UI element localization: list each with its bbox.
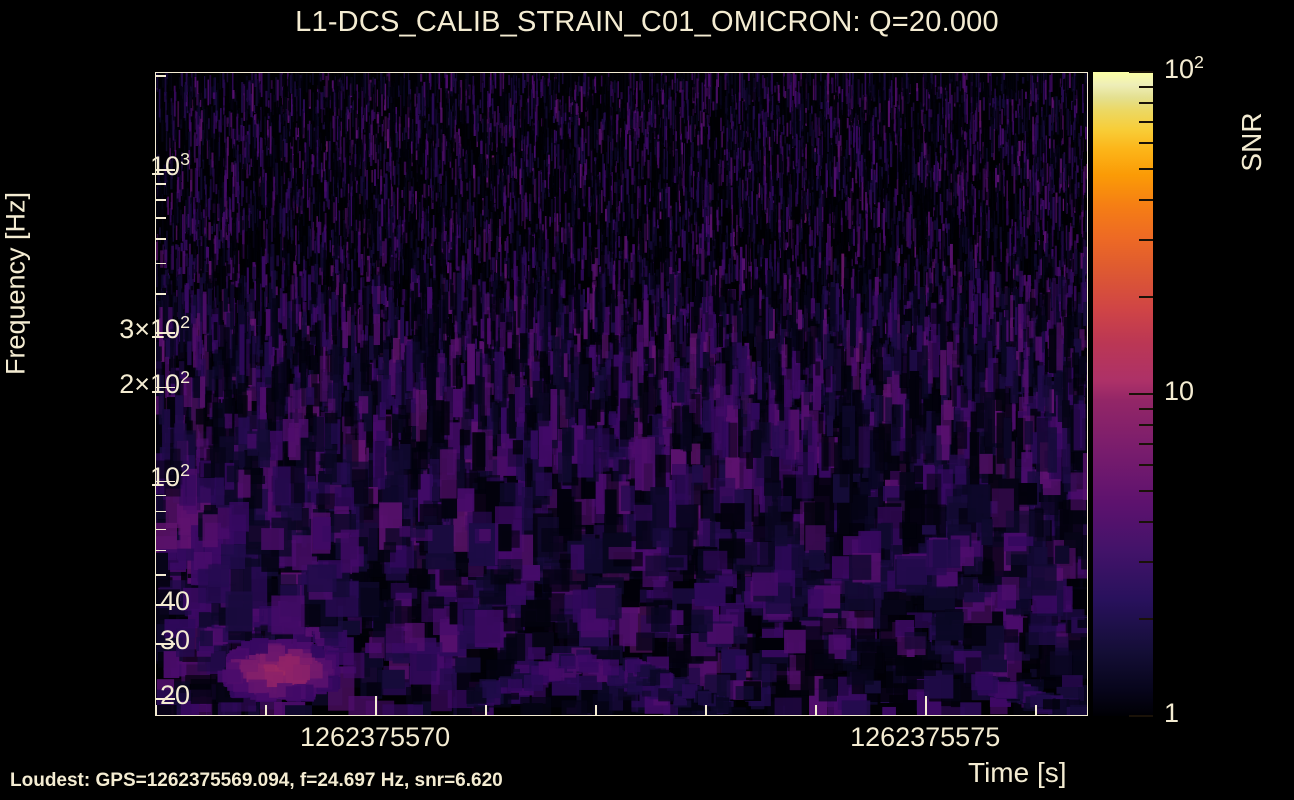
- y-tick-mark: [156, 199, 166, 201]
- y-tick-mark: [156, 183, 166, 185]
- y-tick-label: 103: [150, 148, 190, 181]
- colorbar-tick-mark: [1139, 239, 1153, 242]
- x-tick-mark: [375, 696, 377, 715]
- y-tick-label: 40: [159, 586, 190, 617]
- y-tick-label: 30: [159, 625, 190, 656]
- colorbar-tick-mark: [1129, 393, 1153, 395]
- y-axis-title: Frequency [Hz]: [0, 191, 31, 376]
- x-tick-mark: [265, 705, 267, 715]
- y-tick-label: 102: [150, 460, 190, 493]
- colorbar-tick-mark: [1139, 489, 1153, 492]
- y-tick-mark: [156, 604, 175, 606]
- y-tick-mark: [156, 331, 175, 334]
- x-tick-mark: [156, 705, 157, 715]
- y-tick-mark: [156, 169, 175, 171]
- y-tick-mark: [156, 217, 166, 219]
- x-tick-label: 1262375570: [299, 722, 451, 752]
- y-tick-mark: [156, 75, 166, 77]
- y-tick-label: 2×102: [119, 366, 190, 399]
- colorbar-tick-mark: [1139, 561, 1153, 564]
- colorbar-tick-mark: [1139, 618, 1153, 621]
- colorbar-tick-mark: [1139, 85, 1153, 88]
- colorbar-tick-mark: [1139, 102, 1153, 105]
- x-axis-title: Time [s]: [968, 757, 1067, 788]
- colorbar-tick-mark: [1139, 442, 1153, 445]
- colorbar-tick-mark: [1139, 199, 1153, 202]
- y-tick-mark: [156, 549, 166, 552]
- spectrogram-image: [156, 73, 1087, 715]
- y-tick-mark: [156, 238, 166, 240]
- x-tick-label: 1262375575: [850, 722, 1001, 752]
- colorbar-tick-mark: [1139, 120, 1153, 123]
- plot-area[interactable]: [155, 72, 1088, 716]
- x-tick-mark: [1035, 705, 1037, 715]
- y-tick-mark: [156, 494, 166, 497]
- y-tick-mark: [156, 480, 175, 483]
- colorbar-tick-mark: [1139, 167, 1153, 170]
- page-title: L1-DCS_CALIB_STRAIN_C01_OMICRON: Q=20.00…: [295, 6, 999, 38]
- y-tick-mark: [156, 293, 166, 295]
- colorbar-tick-mark: [1129, 71, 1153, 73]
- loudest-event-caption: Loudest: GPS=1262375569.094, f=24.697 Hz…: [10, 770, 503, 791]
- colorbar-tick-mark: [1139, 424, 1153, 427]
- colorbar-tick-label: 1: [1164, 698, 1180, 728]
- x-tick-mark: [485, 705, 487, 715]
- colorbar[interactable]: [1093, 71, 1153, 717]
- y-tick-mark: [156, 262, 166, 265]
- x-tick-mark: [595, 705, 597, 715]
- y-tick-mark: [156, 574, 166, 576]
- colorbar-tick-mark: [1139, 521, 1153, 524]
- y-tick-label: 3×102: [119, 311, 190, 344]
- y-tick-mark: [156, 698, 175, 700]
- colorbar-tick-mark: [1139, 407, 1153, 410]
- x-tick-mark: [925, 696, 927, 715]
- colorbar-title: SNR: [1236, 112, 1267, 172]
- y-tick-mark: [156, 386, 175, 389]
- colorbar-tick-label: 10: [1164, 376, 1195, 406]
- colorbar-tick-label: 102: [1164, 52, 1204, 84]
- y-tick-mark: [156, 643, 175, 645]
- y-tick-mark: [156, 528, 166, 531]
- y-tick-mark: [156, 510, 166, 513]
- colorbar-tick-mark: [1129, 715, 1153, 717]
- y-tick-label: 20: [159, 679, 190, 710]
- colorbar-tick-mark: [1139, 464, 1153, 467]
- x-tick-mark: [705, 705, 707, 715]
- colorbar-tick-mark: [1139, 142, 1153, 145]
- colorbar-tick-mark: [1139, 296, 1153, 299]
- x-tick-mark: [815, 705, 817, 715]
